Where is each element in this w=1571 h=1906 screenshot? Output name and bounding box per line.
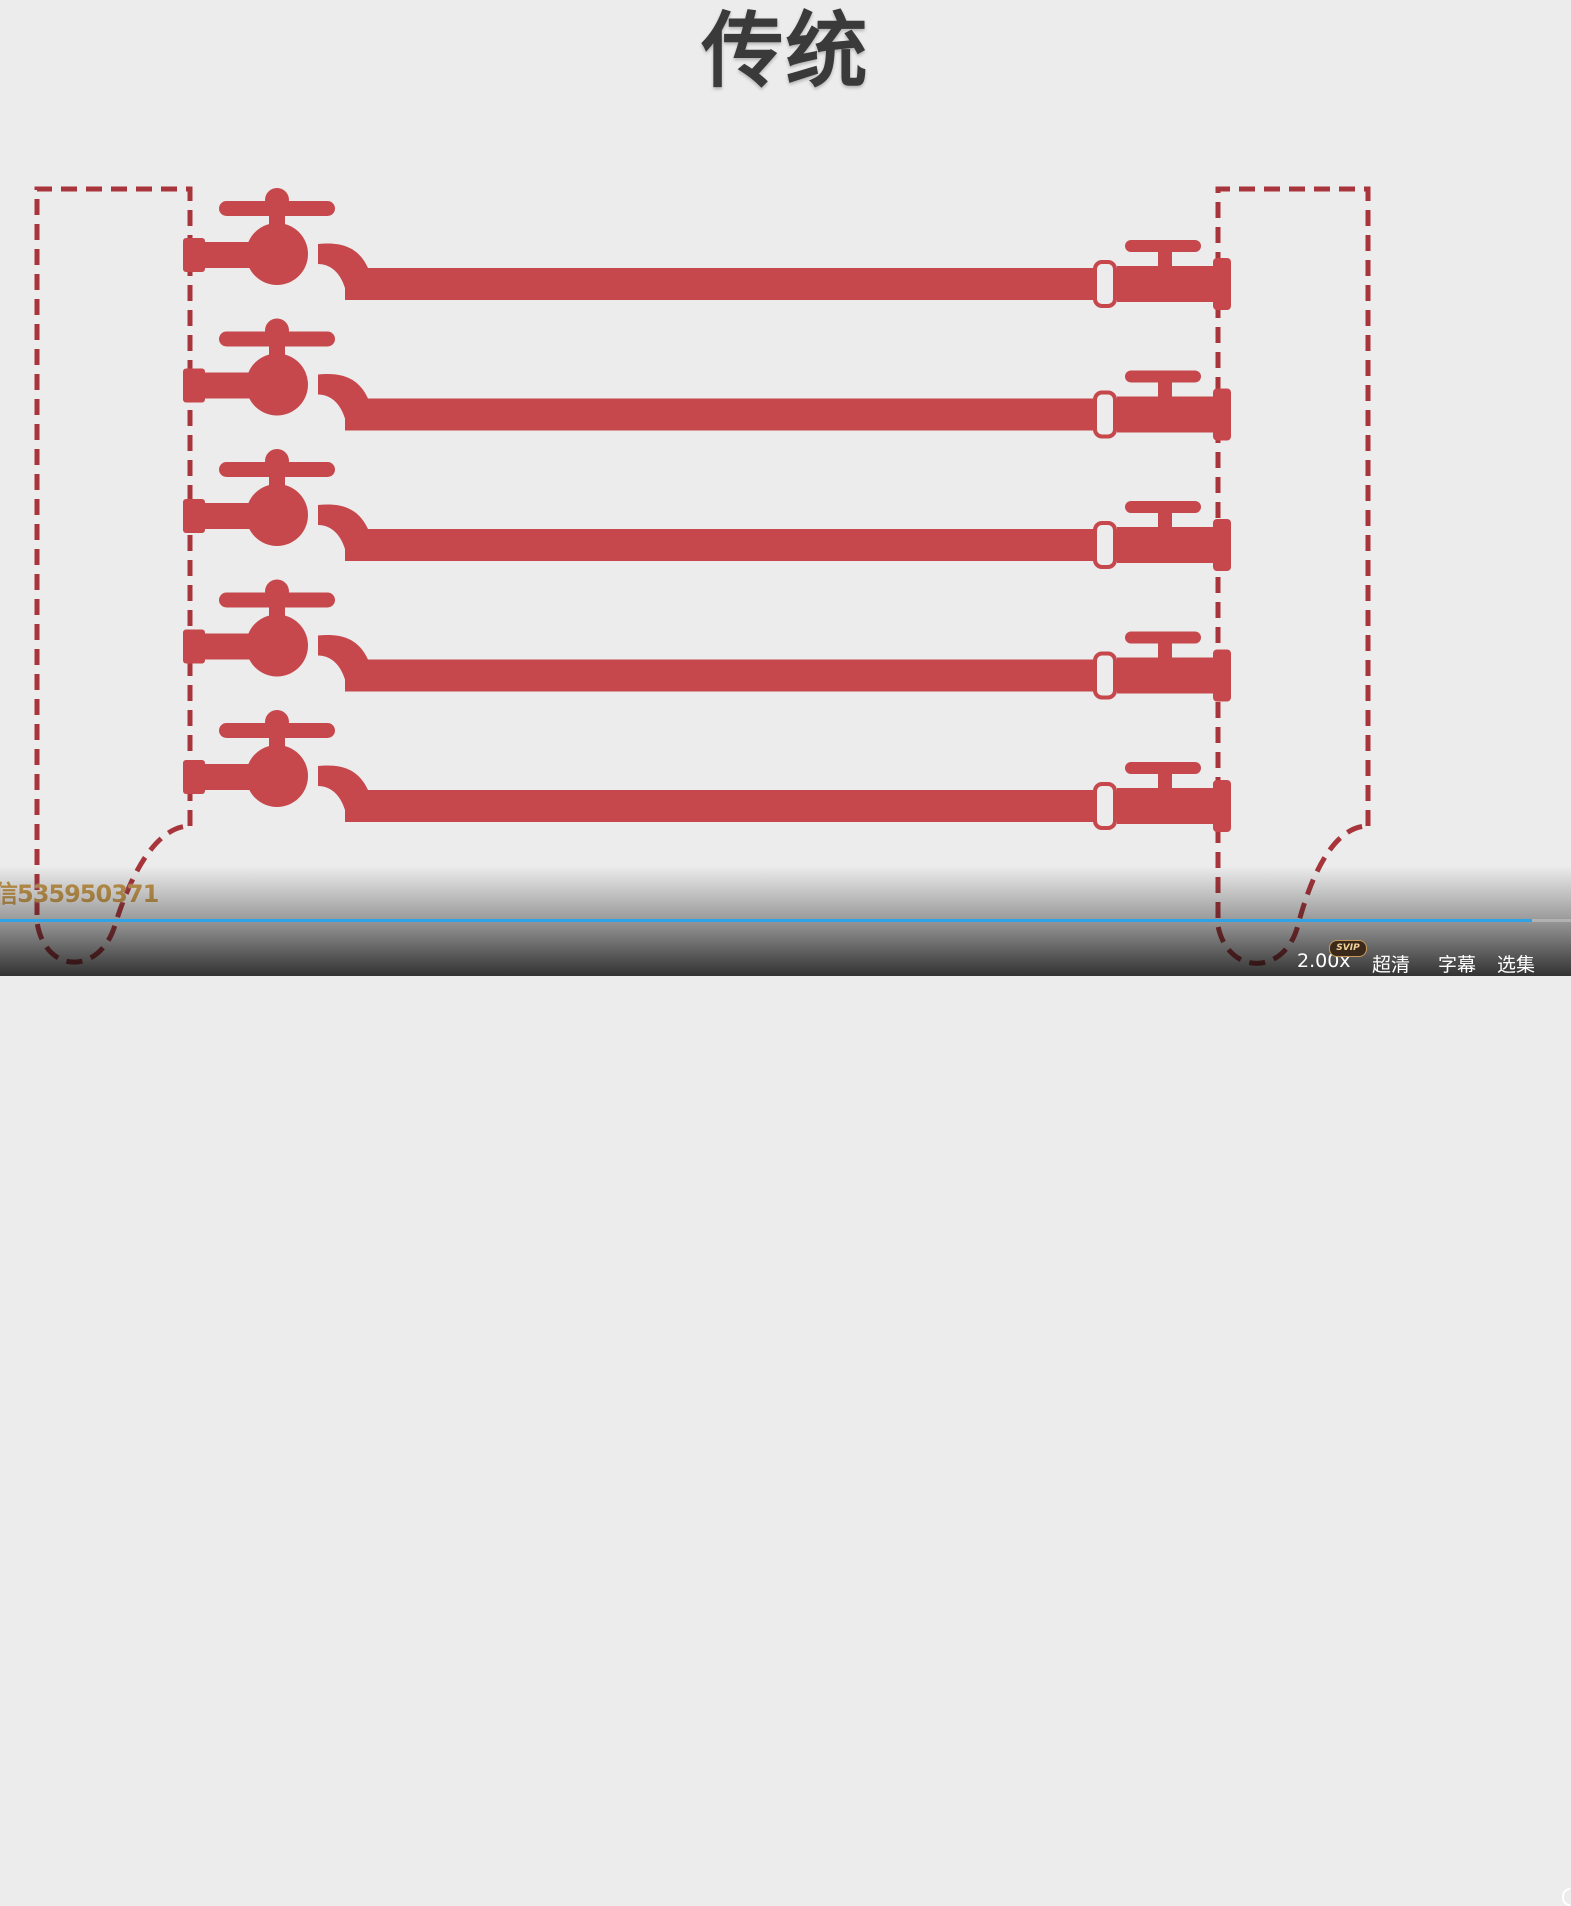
left-inlet-flange — [183, 238, 205, 272]
right-valve-pipe — [1117, 788, 1227, 824]
pipe-row — [183, 579, 1231, 702]
right-outlet-flange — [1213, 258, 1231, 310]
right-valve-stem — [1158, 772, 1172, 790]
right-outlet-flange — [1213, 519, 1231, 571]
pipe-coupling — [1093, 521, 1117, 569]
main-pipe — [345, 268, 1095, 300]
pipe-coupling — [1093, 260, 1117, 308]
right-outlet-flange — [1213, 780, 1231, 832]
left-inlet-flange — [183, 760, 205, 794]
right-valve-handle — [1125, 631, 1201, 644]
left-inlet-flange — [183, 368, 205, 403]
left-valve-handle — [219, 592, 335, 608]
svip-badge: SVIP — [1329, 940, 1367, 957]
pipe-row — [183, 710, 1231, 832]
left-valve-body — [246, 353, 308, 416]
left-valve-body — [246, 223, 308, 285]
left-valve-handle — [219, 201, 335, 216]
right-outlet-flange — [1213, 649, 1231, 702]
watermark-text: 信535950371 — [0, 880, 159, 908]
pipe-row — [183, 188, 1231, 310]
right-valve-stem — [1158, 511, 1172, 529]
right-valve-pipe — [1117, 527, 1227, 563]
left-inlet-flange — [183, 629, 205, 664]
left-valve-body — [246, 745, 308, 807]
fullscreen-icon[interactable] — [1562, 1888, 1570, 1906]
progress-bar[interactable] — [0, 919, 1571, 922]
left-valve-body — [246, 614, 308, 677]
left-dashed-loop — [34, 186, 193, 965]
right-dashed-loop — [1215, 186, 1371, 966]
pipe-coupling — [1093, 651, 1117, 700]
left-inlet-flange — [183, 499, 205, 533]
right-valve-handle — [1125, 370, 1201, 383]
right-valve-stem — [1158, 250, 1172, 268]
dashed-loops — [34, 186, 1371, 966]
right-valve-pipe — [1117, 657, 1227, 694]
pipe-coupling — [1093, 390, 1117, 439]
main-pipe — [345, 659, 1095, 692]
right-outlet-flange — [1213, 388, 1231, 441]
right-valve-handle — [1125, 501, 1201, 513]
main-pipe — [345, 398, 1095, 431]
pipes — [183, 188, 1231, 832]
episodes-button[interactable]: 选集 — [1497, 954, 1536, 976]
player-controls: 2.00x SVIP 超清 字幕 选集 — [0, 936, 1571, 1906]
pipe-diagram — [34, 186, 1371, 966]
slide-title: 传统 — [701, 4, 870, 99]
pipe-coupling — [1093, 782, 1117, 830]
right-valve-handle — [1125, 762, 1201, 774]
video-frame: 传统 信535950371 2.00x SVIP 超清 字幕 选集 — [0, 4, 1571, 1906]
quality-button[interactable]: 超清 — [1372, 954, 1411, 976]
main-pipe — [345, 790, 1095, 822]
main-pipe — [345, 529, 1095, 561]
left-valve-handle — [219, 331, 335, 347]
progress-fill — [0, 919, 1532, 922]
right-valve-stem — [1158, 641, 1172, 660]
left-valve-handle — [219, 723, 335, 738]
right-valve-pipe — [1117, 396, 1227, 433]
subtitles-button[interactable]: 字幕 — [1438, 954, 1477, 976]
left-valve-handle — [219, 462, 335, 477]
right-valve-pipe — [1117, 266, 1227, 302]
left-valve-body — [246, 484, 308, 546]
pipe-row — [183, 449, 1231, 571]
right-valve-stem — [1158, 380, 1172, 399]
right-valve-handle — [1125, 240, 1201, 252]
pipe-row — [183, 318, 1231, 441]
